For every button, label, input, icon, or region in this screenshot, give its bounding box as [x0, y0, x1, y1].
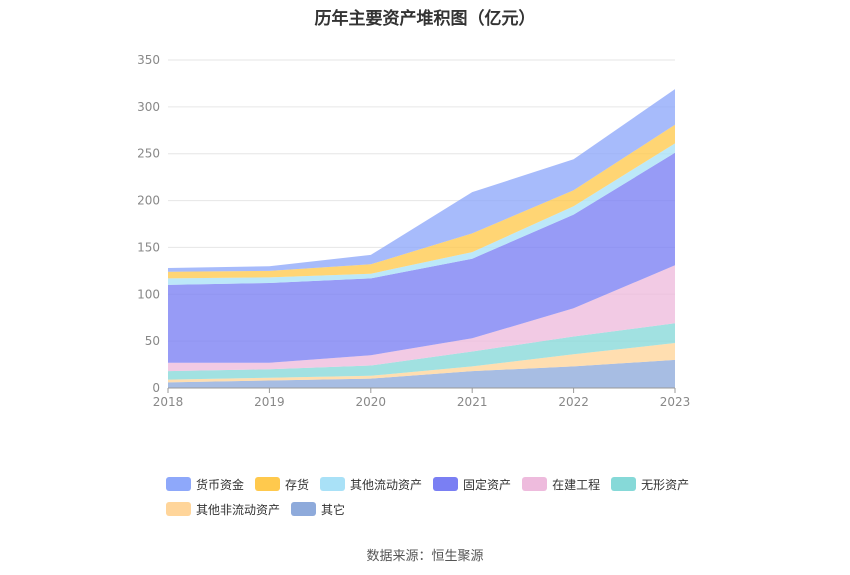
legend-label: 存货	[285, 477, 310, 492]
legend-item[interactable]: 在建工程	[522, 476, 600, 493]
y-tick-label: 350	[137, 53, 160, 67]
legend-item[interactable]: 货币资金	[166, 476, 244, 493]
area-series-3	[168, 265, 675, 372]
y-tick-label: 150	[137, 240, 160, 254]
area-series-4	[168, 152, 675, 363]
legend-label: 无形资产	[641, 477, 690, 492]
data-source: 数据来源：恒生聚源	[366, 549, 484, 564]
y-tick-label: 300	[137, 100, 160, 114]
x-tick-label: 2023	[660, 395, 691, 409]
legend-label: 在建工程	[552, 477, 601, 492]
legend-swatch	[522, 477, 548, 491]
x-tick-label: 2022	[558, 395, 589, 409]
legend-label: 其他非流动资产	[196, 502, 281, 517]
y-tick-label: 100	[137, 287, 160, 301]
legend-item[interactable]: 存货	[255, 476, 309, 493]
legend-swatch	[611, 477, 637, 491]
legend-swatch	[291, 502, 317, 516]
legend-item[interactable]: 固定资产	[433, 476, 511, 493]
legend-row: 其他非流动资产 其它	[166, 497, 726, 521]
legend-label: 货币资金	[196, 477, 245, 492]
y-tick-label: 50	[145, 334, 160, 348]
legend-item[interactable]: 其他非流动资产	[166, 501, 280, 518]
area-series-5	[168, 143, 675, 285]
legend-swatch	[320, 477, 346, 491]
legend-item[interactable]: 其它	[291, 501, 345, 518]
chart-title: 历年主要资产堆积图（亿元）	[314, 9, 536, 29]
legend-label: 其它	[321, 502, 346, 517]
x-tick-label: 2018	[153, 395, 184, 409]
stacked-area-chart: 0 50 100 150 200 250 300 350 2018 2019 2020 2021 202…	[137, 53, 691, 409]
x-tick-label: 2019	[254, 395, 285, 409]
area-series-1	[168, 343, 675, 383]
y-tick-label: 200	[137, 194, 160, 208]
legend-swatch	[166, 477, 191, 491]
y-tick-label: 0	[152, 381, 160, 395]
chart-legend: 货币资金 存货 其他流动资产 固定资产 在建工程 无形资产 其他非流动资产 其它	[166, 472, 726, 522]
legend-label: 其他流动资产	[350, 477, 423, 492]
legend-swatch	[166, 502, 191, 516]
x-tick-label: 2020	[356, 395, 387, 409]
legend-item[interactable]: 无形资产	[611, 476, 689, 493]
area-series-2	[168, 323, 675, 380]
area-series-6	[168, 124, 675, 279]
area-series-0	[168, 359, 675, 388]
y-tick-label: 250	[137, 147, 160, 161]
x-tick-label: 2021	[457, 395, 488, 409]
legend-item[interactable]: 其他流动资产	[320, 476, 422, 493]
legend-row: 货币资金 存货 其他流动资产 固定资产 在建工程 无形资产	[166, 472, 726, 496]
area-series-7	[168, 89, 675, 272]
legend-swatch	[433, 477, 459, 491]
legend-swatch	[255, 477, 281, 491]
legend-label: 固定资产	[463, 477, 512, 492]
